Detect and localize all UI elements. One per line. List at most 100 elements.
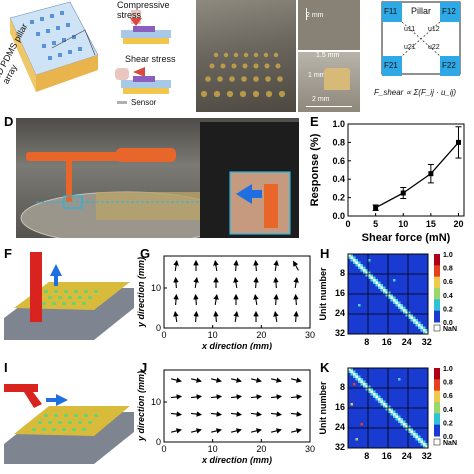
quiver-arrow [170,394,183,400]
heatmap-diagonal-cell [353,373,356,376]
heatmap-offdiag-cell [350,368,353,371]
scale-2mm-top: 2 mm [306,12,324,19]
quiver-arrow [211,428,222,434]
heatmap-diagonal-cell [390,410,393,413]
quiver-arrow [231,377,242,383]
quiver-arrow [233,276,239,289]
heatmap-diagonal-cell [348,368,351,371]
quiver-ytick-label: 0 [156,323,161,333]
heatmap-diagonal-cell [418,324,421,327]
heatmap-offdiag-cell [378,281,381,284]
chart-h-svg: 8 16 24 32 8 16 24 32 Unit number 1.0 0.8 0.6 0.4 0.2… [318,252,457,347]
colorbar-tick-label: 0.8 [443,380,453,387]
heatmap-diagonal-cell [350,256,353,259]
heatmap-offdiag-cell [370,274,373,277]
quiver-arrow [251,377,262,383]
heatmap-offdiag-cell [410,433,413,436]
pillar-array-photo [196,0,296,112]
heatmap-offdiag-cell [415,438,418,441]
panel-b-stress: Compressive stress Shear stress Sensor [103,0,193,112]
heatmap-offdiag-cell [373,390,376,393]
heatmap-diagonal-cell [410,430,413,433]
pillar-closeup-photo-top: 2 mm [298,0,360,50]
quiver-arrow [171,428,182,434]
heatmap-diagonal-cell [415,435,418,438]
heatmap-diagonal-cell [363,383,366,386]
heatmap-offdiag-cell [403,306,406,309]
chart-e-ylabel: Response (%) [309,133,321,206]
u11-label: u11 [404,26,416,33]
heatmap-frame [347,367,429,449]
chart-e-ytick-label: 0.2 [332,193,345,203]
quiver-ytick-label: 0 [156,437,161,447]
heatmap-offdiag-cell [398,415,401,418]
heatmap-offdiag-cell [365,269,368,272]
chart-e-ytick-label: 0.4 [332,174,345,184]
heatmap-offdiag-cell [425,329,428,332]
heatmap-diagonal-cell [370,276,373,279]
chart-j-svg-frame [163,369,311,443]
heatmap-ytick-label: 8 [340,268,345,278]
heatmap-ylabel: Unit number [318,381,328,434]
quiver-xtick-label: 20 [256,444,266,454]
heatmap-ylabel: Unit number [318,267,328,320]
shear-label: Shear stress [125,54,176,64]
heatmap-offdiag-cell [375,284,378,287]
heatmap-offdiag-cell [368,276,371,279]
heatmap-offdiag-cell [423,326,426,329]
heatmap-h: 8 16 24 32 8 16 24 32 Unit number 1.0 0.8 0.6 0.4 0.2… [318,250,474,360]
heatmap-offdiag-cell [378,400,381,403]
heatmap-diagonal-cell [425,331,428,334]
heatmap-offdiag-cell [398,301,401,304]
chart-e-svg: 0 5 10 15 20 0.0 0.2 0.4 0.6 0.8 1.0 Shear force (m… [309,119,465,244]
heatmap-offdiag-cell [403,420,406,423]
quiver-xtick-label: 10 [208,444,218,454]
heatmap-offdiag-cell [420,329,423,332]
u21-label: u21 [404,44,416,51]
heatmap-offdiag-cell [375,398,378,401]
heatmap-offdiag-cell [393,301,396,304]
heatmap-offdiag-cell [420,443,423,446]
quiver-arrow [193,293,199,306]
heatmap-offdiag-cell [388,405,391,408]
colorbar-tick-label: 0.0 [443,434,453,441]
heatmap-offdiag-cell [368,390,371,393]
heatmap-xtick-label: 8 [364,337,369,347]
colorbar-tick-label: 0.6 [443,279,453,286]
heatmap-offdiag-cell [398,306,401,309]
pillar-closeup-photo-bottom: 1.5 mm 1 mm 2 mm [298,52,360,112]
heatmap-offdiag-cell [383,286,386,289]
heatmap-offdiag-cell [373,276,376,279]
heatmap-offdiag-cell [385,408,388,411]
quiver-arrow [290,394,303,400]
quiver-arrow [170,411,183,417]
quiver-arrow [271,377,282,383]
heatmap-offdiag-cell [400,418,403,421]
heatmap-diagonal-cell [410,316,413,319]
heatmap-offdiag-cell [425,443,428,446]
heatmap-diagonal-cell [373,279,376,282]
quiver-arrow [271,428,282,434]
heatmap-offdiag-cell [380,284,383,287]
heatmap-offdiag-cell [368,385,371,388]
heatmap-offdiag-cell [350,254,353,257]
panel-label-j: J [140,360,148,375]
heatmap-offdiag-cell [388,410,391,413]
heatmap-diagonal-cell [423,329,426,332]
heatmap-spot [358,304,361,307]
heatmap-ytick-label: 16 [335,402,345,412]
heatmap-diagonal-cell [385,291,388,294]
heatmap-diagonal-cell [358,378,361,381]
heatmap-offdiag-cell [410,314,413,317]
heatmap-offdiag-cell [415,433,418,436]
quiver-arrow [273,293,279,306]
colorbar-segment [434,402,440,414]
quiver-arrow [213,259,219,272]
heatmap-ytick-label: 16 [335,288,345,298]
heatmap-diagonal-cell [390,296,393,299]
pillar-dots [200,52,286,98]
heatmap-offdiag-cell [418,435,421,438]
heatmap-offdiag-cell [413,316,416,319]
colorbar-tick-label: NaN [443,326,457,333]
colorbar-tick-label: 0.2 [443,306,453,313]
